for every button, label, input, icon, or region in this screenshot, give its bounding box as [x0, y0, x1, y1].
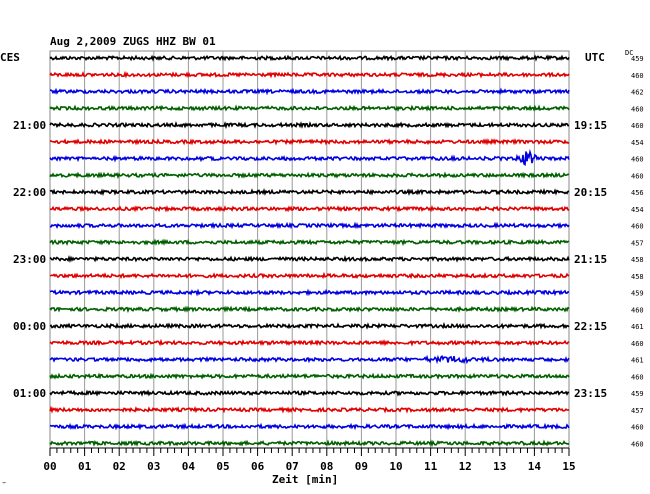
trace-line [49, 171, 570, 180]
left-hour-label: 21:00 [13, 119, 46, 132]
x-tick-label: 02 [113, 460, 126, 473]
dc-value: 459 [631, 390, 644, 398]
trace-line [49, 148, 570, 167]
trace-line [49, 238, 570, 247]
dc-value: 461 [631, 357, 644, 365]
dc-value: 454 [631, 206, 644, 214]
x-tick-label: 13 [493, 460, 506, 473]
dc-value: 458 [631, 256, 644, 264]
trace-line [49, 121, 569, 130]
dc-header-label: DC [625, 49, 633, 57]
x-tick-label: 00 [43, 460, 56, 473]
x-tick-label: 15 [562, 460, 575, 473]
dc-value: 460 [631, 373, 644, 381]
trace-line [49, 221, 570, 230]
trace-line [49, 138, 570, 146]
left-hour-label: 00:00 [13, 320, 46, 333]
trace-line [49, 389, 570, 397]
trace-line [49, 305, 570, 314]
left-hour-label: 22:00 [13, 186, 46, 199]
x-tick-label: 05 [216, 460, 229, 473]
x-tick-label: 03 [147, 460, 160, 473]
dc-value: 460 [631, 440, 644, 448]
dc-value: 459 [631, 55, 644, 63]
trace-line [49, 254, 570, 263]
trace-line [49, 187, 570, 197]
dc-value: 460 [631, 72, 644, 80]
right-hour-label: 19:15 [574, 119, 607, 132]
dc-value: 460 [631, 306, 644, 314]
right-timezone-label: UTC [585, 51, 605, 64]
x-axis-label: Zeit [min] [272, 473, 338, 486]
trace-line [49, 288, 570, 297]
dc-value: 461 [631, 323, 644, 331]
x-tick-label: 12 [459, 460, 472, 473]
trace-line [49, 205, 570, 213]
dc-value: 460 [631, 122, 644, 130]
dc-value: 459 [631, 290, 644, 298]
trace-line [49, 422, 570, 431]
corner-mark: ‴ [2, 481, 6, 489]
trace-line [49, 354, 570, 365]
plot-border [49, 50, 570, 449]
trace-line [50, 87, 570, 96]
dc-value: 454 [631, 139, 644, 147]
trace-line [49, 439, 570, 448]
x-tick-label: 01 [78, 460, 92, 473]
dc-value: 458 [631, 273, 644, 281]
x-tick-label: 10 [389, 460, 402, 473]
dc-value: 460 [631, 223, 644, 231]
right-hour-labels: 19:15 20:15 21:15 22:15 23:15 [574, 119, 607, 400]
trace-line [49, 54, 570, 62]
dc-value: 456 [631, 189, 644, 197]
x-tick-label: 14 [528, 460, 542, 473]
trace-line [49, 338, 570, 347]
dc-value: 460 [631, 424, 644, 432]
x-tick-label: 04 [182, 460, 196, 473]
x-tick-label: 11 [424, 460, 438, 473]
minute-grid [49, 50, 570, 449]
x-tick-label: 07 [286, 460, 299, 473]
dc-value: 457 [631, 407, 644, 415]
trace-line [49, 372, 570, 380]
trace-line [49, 70, 570, 79]
left-hour-labels: 21:00 22:00 23:00 00:00 01:00 [13, 119, 46, 400]
dc-value: 460 [631, 156, 644, 164]
trace-line [49, 271, 570, 280]
x-tick-label: 09 [355, 460, 368, 473]
right-hour-label: 23:15 [574, 387, 607, 400]
left-hour-label: 23:00 [13, 253, 46, 266]
dc-value: 457 [631, 239, 644, 247]
chart-title: Aug 2,2009 ZUGS HHZ BW 01 [50, 35, 216, 48]
trace-line [49, 104, 570, 112]
x-tick-label: 08 [320, 460, 333, 473]
trace-group [49, 54, 570, 448]
dc-value-labels: 459 460 462 460 460 454 460 460 456 454 460 457 458 4… [631, 55, 644, 448]
dc-value: 460 [631, 105, 644, 113]
dc-value: 462 [631, 89, 644, 97]
trace-line [49, 321, 570, 330]
left-timezone-label: CES [0, 51, 20, 64]
x-axis: 00 01 02 03 04 05 06 07 08 09 10 11 12 13 14 15 [43, 447, 576, 473]
left-hour-label: 01:00 [13, 387, 46, 400]
dc-value: 460 [631, 172, 644, 180]
dc-value: 460 [631, 340, 644, 348]
right-hour-label: 20:15 [574, 186, 607, 199]
x-tick-label: 06 [251, 460, 265, 473]
right-hour-label: 21:15 [574, 253, 607, 266]
right-hour-label: 22:15 [574, 320, 607, 333]
trace-line [49, 405, 570, 414]
